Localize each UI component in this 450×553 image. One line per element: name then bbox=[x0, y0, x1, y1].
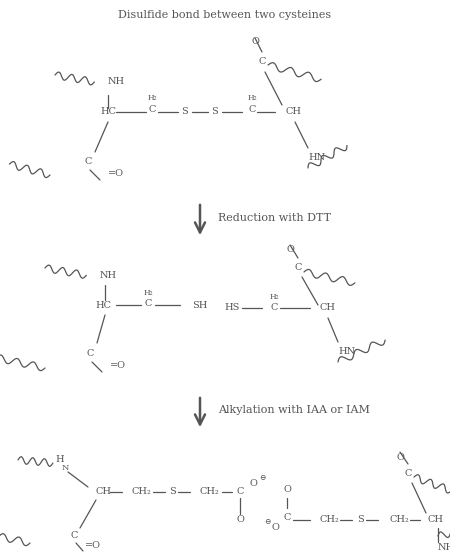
Text: HN: HN bbox=[308, 154, 325, 163]
Text: HN: HN bbox=[338, 347, 355, 357]
Text: ⊖: ⊖ bbox=[259, 474, 266, 482]
Text: C: C bbox=[86, 348, 94, 357]
Text: NH: NH bbox=[108, 77, 125, 86]
Text: C: C bbox=[70, 531, 78, 540]
Text: N: N bbox=[62, 464, 69, 472]
Text: CH: CH bbox=[95, 488, 111, 497]
Text: C: C bbox=[404, 469, 412, 478]
Text: CH: CH bbox=[320, 304, 336, 312]
Text: O: O bbox=[236, 515, 244, 524]
Text: HC: HC bbox=[100, 107, 116, 117]
Text: H₂: H₂ bbox=[247, 94, 257, 102]
Text: Disulfide bond between two cysteines: Disulfide bond between two cysteines bbox=[118, 10, 332, 20]
Text: O: O bbox=[286, 246, 294, 254]
Text: Alkylation with IAA or IAM: Alkylation with IAA or IAM bbox=[218, 405, 370, 415]
Text: H₂: H₂ bbox=[147, 94, 157, 102]
Text: =O: =O bbox=[110, 361, 126, 369]
Text: O: O bbox=[396, 453, 404, 462]
Text: CH₂: CH₂ bbox=[200, 488, 220, 497]
Text: C: C bbox=[84, 158, 92, 166]
Text: S: S bbox=[212, 107, 218, 117]
Text: S: S bbox=[356, 515, 364, 524]
Text: C: C bbox=[148, 105, 156, 113]
Text: HS: HS bbox=[225, 304, 240, 312]
Text: H₂: H₂ bbox=[269, 293, 279, 301]
Text: CH: CH bbox=[428, 515, 444, 524]
Text: C: C bbox=[294, 263, 302, 273]
Text: C: C bbox=[248, 105, 256, 113]
Text: SH: SH bbox=[192, 300, 207, 310]
Text: CH₂: CH₂ bbox=[390, 515, 410, 524]
Text: C: C bbox=[236, 488, 244, 497]
Text: O: O bbox=[272, 523, 280, 531]
Text: H₂: H₂ bbox=[143, 289, 153, 297]
Text: =O: =O bbox=[108, 170, 124, 179]
Text: S: S bbox=[169, 488, 176, 497]
Text: C: C bbox=[258, 58, 265, 66]
Text: ⊖: ⊖ bbox=[264, 518, 270, 526]
Text: C: C bbox=[284, 514, 291, 523]
Text: NH: NH bbox=[438, 544, 450, 552]
Text: O: O bbox=[250, 479, 258, 488]
Text: O: O bbox=[283, 486, 291, 494]
Text: CH₂: CH₂ bbox=[320, 515, 340, 524]
Text: =O: =O bbox=[85, 540, 101, 550]
Text: HC: HC bbox=[95, 300, 111, 310]
Text: C: C bbox=[144, 300, 152, 309]
Text: CH₂: CH₂ bbox=[132, 488, 152, 497]
Text: O: O bbox=[251, 38, 259, 46]
Text: H: H bbox=[55, 456, 63, 465]
Text: CH: CH bbox=[285, 107, 301, 117]
Text: C: C bbox=[270, 304, 278, 312]
Text: Reduction with DTT: Reduction with DTT bbox=[218, 213, 331, 223]
Text: NH: NH bbox=[100, 270, 117, 279]
Text: S: S bbox=[182, 107, 189, 117]
